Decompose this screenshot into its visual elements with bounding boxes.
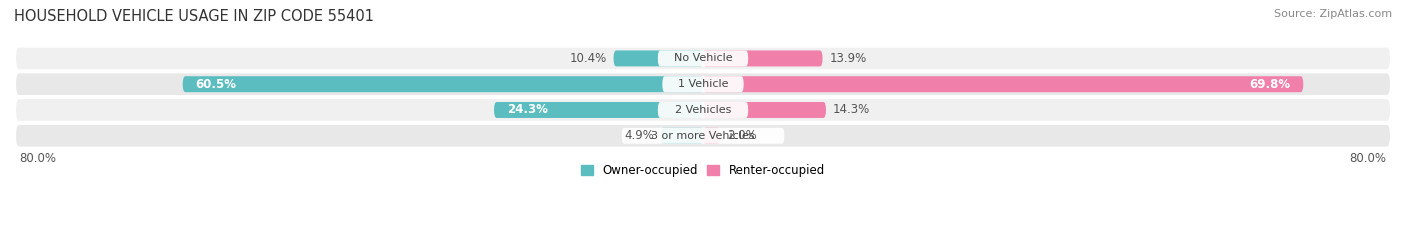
Text: 80.0%: 80.0% (1350, 152, 1386, 165)
Text: 13.9%: 13.9% (830, 52, 866, 65)
Legend: Owner-occupied, Renter-occupied: Owner-occupied, Renter-occupied (576, 159, 830, 182)
Text: 80.0%: 80.0% (20, 152, 56, 165)
Text: 2.0%: 2.0% (727, 129, 756, 142)
FancyBboxPatch shape (703, 76, 1303, 92)
FancyBboxPatch shape (703, 50, 823, 66)
FancyBboxPatch shape (15, 47, 1391, 70)
FancyBboxPatch shape (494, 102, 703, 118)
Text: Source: ZipAtlas.com: Source: ZipAtlas.com (1274, 9, 1392, 19)
FancyBboxPatch shape (613, 50, 703, 66)
Text: 69.8%: 69.8% (1250, 78, 1291, 91)
FancyBboxPatch shape (621, 128, 785, 144)
Text: HOUSEHOLD VEHICLE USAGE IN ZIP CODE 55401: HOUSEHOLD VEHICLE USAGE IN ZIP CODE 5540… (14, 9, 374, 24)
Text: 1 Vehicle: 1 Vehicle (678, 79, 728, 89)
FancyBboxPatch shape (661, 128, 703, 144)
Text: 14.3%: 14.3% (832, 103, 870, 116)
Text: No Vehicle: No Vehicle (673, 53, 733, 63)
FancyBboxPatch shape (183, 76, 703, 92)
FancyBboxPatch shape (703, 128, 720, 144)
Text: 3 or more Vehicles: 3 or more Vehicles (651, 131, 755, 141)
FancyBboxPatch shape (15, 124, 1391, 148)
FancyBboxPatch shape (658, 102, 748, 118)
Text: 4.9%: 4.9% (624, 129, 654, 142)
Text: 24.3%: 24.3% (508, 103, 548, 116)
FancyBboxPatch shape (15, 72, 1391, 96)
Text: 10.4%: 10.4% (569, 52, 606, 65)
FancyBboxPatch shape (662, 76, 744, 92)
FancyBboxPatch shape (15, 98, 1391, 122)
FancyBboxPatch shape (703, 102, 825, 118)
FancyBboxPatch shape (658, 50, 748, 66)
Text: 60.5%: 60.5% (195, 78, 236, 91)
Text: 2 Vehicles: 2 Vehicles (675, 105, 731, 115)
